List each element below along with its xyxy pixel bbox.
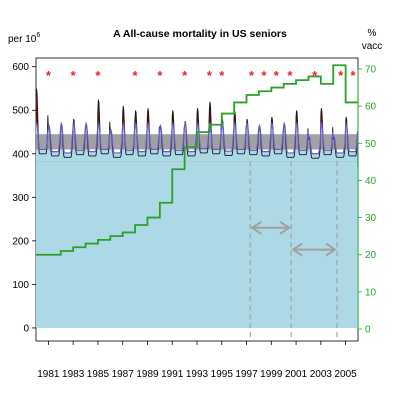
significance-star-9: * [261,68,267,83]
significance-star-13: * [338,68,344,83]
right-tick-label-0: 0 [365,325,371,336]
significance-star-7: * [219,68,225,83]
mortality-line [35,88,359,159]
significance-star-0: * [46,68,52,83]
arrow-head-left-1 [291,242,303,257]
x-tick-label-1: 1983 [62,369,85,380]
significance-star-11: * [287,68,293,83]
x-tick-label-9: 1999 [260,369,283,380]
vaccination-line [36,64,358,256]
significance-star-10: * [274,68,280,83]
x-tick-label-6: 1993 [186,369,209,380]
right-tick-label-7: 70 [365,65,377,76]
right-axis-unit-top: % [368,28,377,39]
arrow-head-left-0 [250,220,262,235]
significance-star-4: * [157,68,163,83]
arrow-head-right-0 [279,220,291,235]
right-tick-label-4: 40 [365,176,377,187]
x-tick-label-3: 1987 [112,369,135,380]
left-axis-unit-base: per 10 [8,34,37,45]
left-tick-label-0: 0 [23,323,29,334]
x-tick-label-4: 1989 [136,369,159,380]
x-tick-label-11: 2003 [310,369,333,380]
left-tick-label-1: 100 [12,280,29,291]
right-tick-label-5: 50 [365,139,377,150]
left-tick-label-5: 500 [12,106,29,117]
left-axis-unit: per 106 [8,32,40,45]
significance-star-8: * [249,68,255,83]
left-tick-label-6: 600 [12,62,29,73]
significance-star-14: * [351,68,357,83]
right-tick-label-6: 60 [365,102,377,113]
right-tick-label-1: 10 [365,287,377,298]
x-tick-label-0: 1981 [37,369,60,380]
left-tick-label-3: 300 [12,193,29,204]
arrow-head-right-1 [325,242,337,257]
right-tick-label-3: 30 [365,213,377,224]
x-tick-label-2: 1985 [87,369,110,380]
baseline-area [36,161,358,328]
plot-area: * * * * * * * * * * * * * * * 0 100 200 300 400 500 600 0 10 20 3… [12,57,377,380]
significance-star-6: * [207,68,213,83]
significance-star-2: * [95,68,101,83]
left-tick-label-2: 200 [12,236,29,247]
x-tick-label-12: 2005 [334,369,357,380]
significance-star-3: * [133,68,139,83]
model-line [35,121,359,167]
x-tick-label-7: 1995 [211,369,234,380]
left-tick-label-4: 400 [12,149,29,160]
left-axis-unit-exponent: 6 [36,32,40,39]
x-tick-label-5: 1991 [161,369,184,380]
x-tick-label-10: 2001 [285,369,308,380]
right-tick-label-2: 20 [365,250,377,261]
significance-star-12: * [312,68,318,83]
significance-star-5: * [182,68,188,83]
x-tick-label-8: 1997 [235,369,258,380]
right-axis-unit-bottom: vacc [362,41,383,52]
significance-star-1: * [71,68,77,83]
chart-title: A All-cause mortality in US seniors [113,28,287,40]
